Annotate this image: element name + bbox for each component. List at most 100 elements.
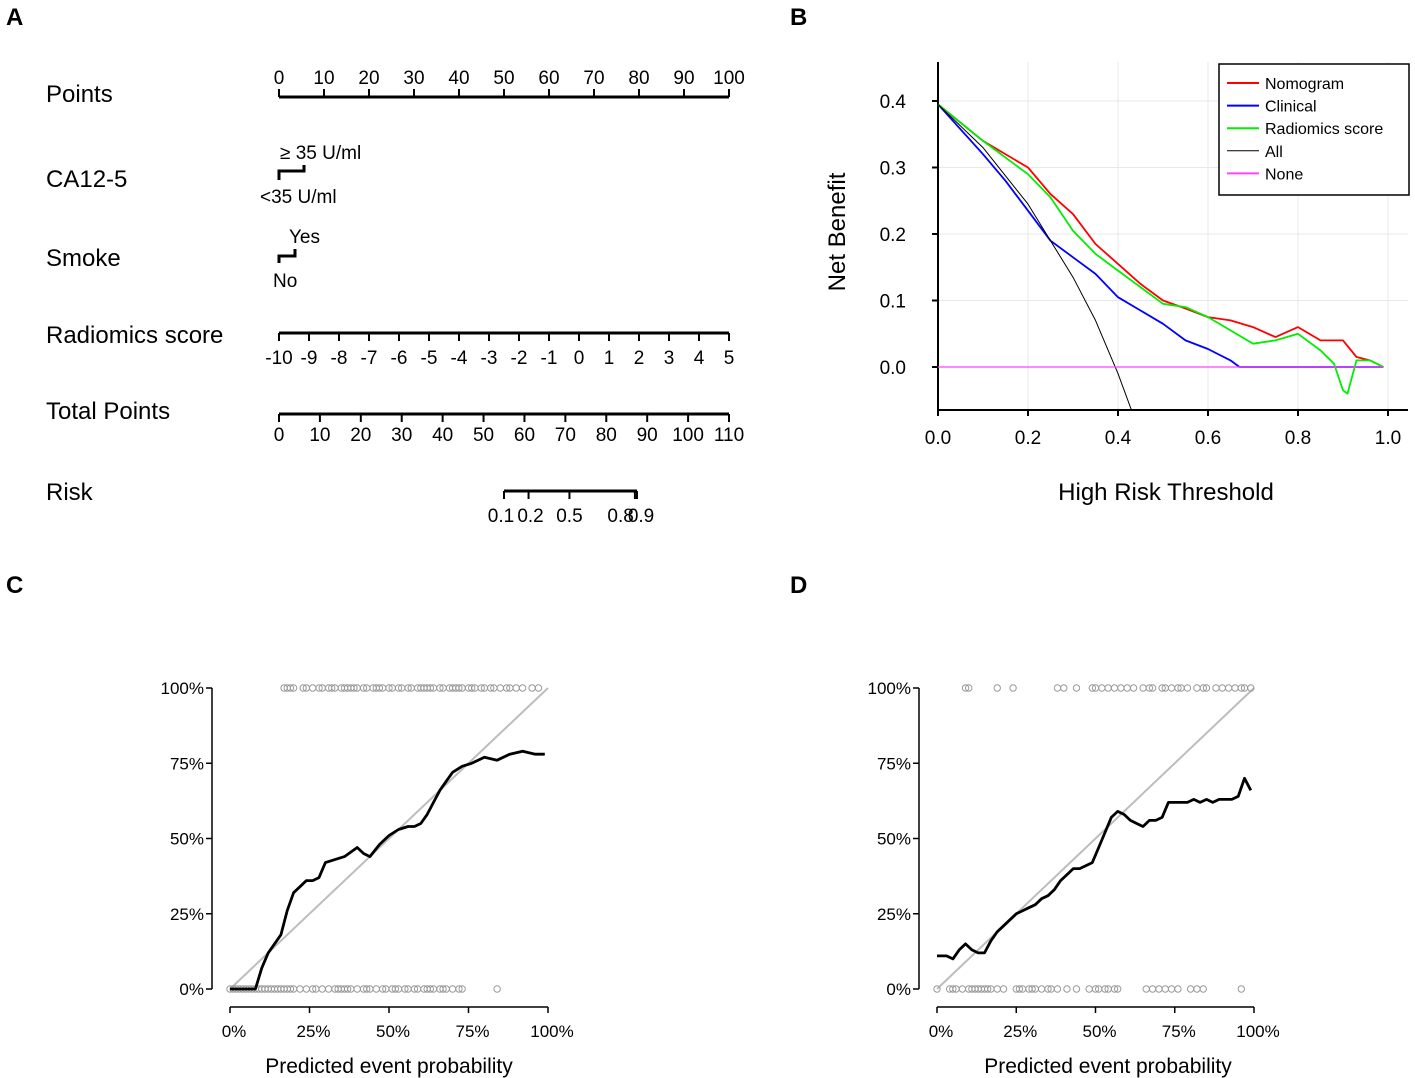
calc-rug-point-event: [299, 684, 307, 692]
calc-rug-point-event: [308, 684, 317, 692]
panel-label-c: C: [6, 572, 23, 599]
cald-rug-point-nonevent: [1072, 985, 1081, 993]
points-scale-tick-label: 50: [493, 68, 514, 89]
cald-rug-point-nonevent: [1037, 985, 1046, 993]
calc-rug-point-event: [286, 684, 295, 692]
calc-rug-point-nonevent: [493, 985, 501, 993]
calc-rug-point-event: [394, 684, 403, 692]
calc-rug-point-event: [512, 684, 520, 692]
calc-rug-point-event: [385, 684, 393, 692]
cald-rug-point-nonevent: [1015, 985, 1024, 993]
calc-rug-point-nonevent: [372, 985, 380, 993]
calc-rug-point-nonevent: [302, 985, 311, 993]
calc-rug-point-nonevent: [410, 985, 419, 993]
radiomics-scale-tick-label: 2: [634, 348, 645, 369]
cald-rug-point-event: [961, 684, 970, 692]
calc-x-tick-label: 50%: [376, 1022, 410, 1041]
panel-label-b: B: [790, 4, 807, 31]
calc-rug-point-event: [328, 684, 336, 692]
smoke-level-yes: Yes: [289, 227, 320, 248]
cald-rug-point-nonevent: [1091, 985, 1100, 993]
cald-y-tick-label: 0%: [886, 980, 911, 999]
cald-rug-point-nonevent: [1063, 985, 1071, 993]
calc-rug-point-event: [487, 684, 495, 692]
cald-rug-point-nonevent: [1053, 985, 1062, 993]
dca-legend-label: All: [1265, 144, 1283, 161]
cald-rug-point-nonevent: [1161, 985, 1169, 993]
radiomics-scale-tick-label: -6: [391, 348, 408, 369]
row-label-points: Points: [46, 81, 113, 108]
cald-x-tick-label: 25%: [1003, 1022, 1037, 1041]
radiomics-scale-tick-label: -3: [481, 348, 498, 369]
total-points-scale-tick-label: 10: [309, 425, 330, 446]
cald-rug-point-event: [1247, 684, 1255, 692]
calc-x-axis-title: Predicted event probability: [265, 1055, 513, 1078]
total-points-scale-tick-label: 40: [432, 425, 453, 446]
cald-rug-point-nonevent: [1028, 985, 1036, 993]
risk-scale-tick-label: 0.9: [628, 506, 654, 527]
decision-curve-panel: High Risk Threshold Net Benefit 0.0 0.1 0.…: [824, 62, 1410, 506]
cald-ideal-line: [936, 687, 1255, 990]
cald-x-tick-label: 0%: [929, 1022, 954, 1041]
total-points-scale-tick-label: 20: [350, 425, 371, 446]
cald-rug-point-event: [1199, 684, 1207, 692]
cald-rug-point-nonevent: [1044, 985, 1052, 993]
row-label-risk: Risk: [46, 479, 94, 506]
cald-rug-point-event: [1098, 684, 1106, 692]
cald-rug-point-event: [1129, 684, 1138, 692]
cald-x-tick-label: 100%: [1236, 1022, 1279, 1041]
cald-rug-point-event: [1202, 684, 1211, 692]
calc-rug-point-event: [477, 684, 485, 692]
calc-rug-point-event: [289, 684, 298, 692]
calc-rug-point-event: [502, 684, 511, 692]
cald-rug-point-event: [1174, 684, 1182, 692]
dca-y-tick-label: 0.4: [880, 92, 907, 113]
total-points-scale-tick-label: 70: [555, 425, 576, 446]
dca-line-all: [937, 103, 1132, 410]
points-scale-tick-label: 70: [583, 68, 604, 89]
cald-rug-point-nonevent: [949, 985, 957, 993]
cald-x-tick-label: 50%: [1082, 1022, 1116, 1041]
points-scale-tick-label: 40: [448, 68, 469, 89]
cald-rug-point-nonevent: [1199, 985, 1207, 993]
cald-rug-point-nonevent: [1186, 985, 1195, 993]
total-points-scale-tick-label: 80: [596, 425, 617, 446]
risk-scale-tick-label: 0.5: [556, 506, 582, 527]
ca125-level-low: <35 U/ml: [260, 187, 337, 208]
row-label-smoke: Smoke: [46, 245, 121, 272]
cald-rug-point-event: [1117, 684, 1125, 692]
ca125-scale: [277, 165, 306, 180]
calc-y-tick-label: 25%: [170, 905, 204, 924]
total-points-scale-tick-label: 90: [637, 425, 658, 446]
cald-y-tick-label: 50%: [877, 830, 911, 849]
cald-y-tick-label: 25%: [877, 905, 911, 924]
cald-rug-point-nonevent: [1085, 985, 1093, 993]
radiomics-scale-tick-label: -7: [361, 348, 378, 369]
calc-observed-line: [230, 749, 545, 991]
cald-rug-point-event: [1224, 684, 1233, 692]
calc-rug-point-nonevent: [353, 985, 361, 993]
cald-rug-point-nonevent: [1101, 985, 1109, 993]
cald-rug-point-event: [1148, 684, 1157, 692]
dca-x-axis-title: High Risk Threshold: [1058, 479, 1274, 506]
calc-rug-point-nonevent: [363, 985, 371, 993]
cald-rug-point-event: [1123, 684, 1131, 692]
cald-rug-point-nonevent: [1167, 985, 1176, 993]
cald-rug-point-event: [1104, 684, 1112, 692]
calc-rug-point-event: [315, 684, 323, 692]
cald-rug-point-nonevent: [1113, 985, 1122, 993]
cald-rug-point-event: [1139, 684, 1147, 692]
cald-rug-point-event: [993, 684, 1001, 692]
calc-ideal-line: [229, 687, 549, 990]
calc-y-tick-label: 75%: [170, 754, 204, 773]
dca-x-tick-label: 0.0: [925, 428, 951, 449]
total-points-scale-tick-label: 60: [514, 425, 535, 446]
cald-rug-point-event: [1145, 684, 1154, 692]
radiomics-scale-tick-label: 3: [664, 348, 675, 369]
radiomics-scale-tick-label: -1: [541, 348, 558, 369]
panel-label-d: D: [790, 572, 807, 599]
cald-rug-point-nonevent: [1237, 985, 1246, 993]
points-scale-tick-label: 60: [538, 68, 559, 89]
calc-x-tick-label: 0%: [222, 1022, 247, 1041]
